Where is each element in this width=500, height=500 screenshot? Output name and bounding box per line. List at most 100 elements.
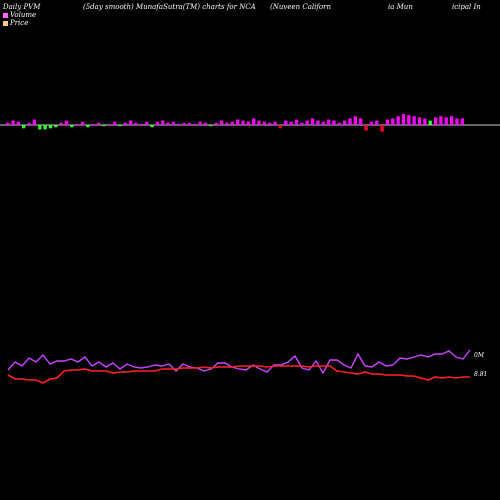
volume-bar — [75, 123, 79, 125]
volume-bar — [407, 115, 411, 125]
volume-bar — [91, 123, 95, 125]
volume-bar — [353, 116, 357, 125]
volume-bar — [43, 125, 47, 130]
volume-bar — [316, 120, 320, 125]
volume-bar — [54, 125, 58, 128]
volume-bar — [48, 125, 53, 129]
volume-bar — [150, 125, 154, 128]
volume-bar — [428, 120, 432, 125]
volume-bar — [385, 119, 390, 125]
volume-bar — [433, 117, 438, 125]
volume-bar — [129, 120, 133, 125]
volume-bar — [219, 120, 224, 125]
legend-price-label: Price — [10, 19, 29, 27]
header-middle: (5day smooth) MunafaSutra(TM) charts for… — [83, 3, 256, 11]
volume-bar — [455, 118, 459, 125]
volume-bar — [193, 123, 197, 125]
volume-bar — [246, 121, 251, 125]
volume-bar — [209, 125, 213, 127]
volume-bar — [278, 125, 283, 129]
volume-bar — [118, 125, 122, 127]
volume-bar — [375, 120, 379, 125]
volume-bar — [198, 121, 202, 125]
volume-bar — [203, 122, 208, 125]
volume-bar — [214, 122, 218, 125]
volume-bar — [273, 121, 277, 125]
legend-price: Price — [3, 19, 28, 27]
volume-bar — [145, 121, 149, 125]
right-label-price: 8.81 — [474, 371, 487, 378]
volume-bar — [396, 116, 400, 125]
volume-bar — [289, 121, 293, 125]
volume-bar — [225, 122, 229, 125]
volume-bar — [11, 120, 15, 125]
price-line — [7, 365, 470, 384]
volume-bar — [107, 123, 111, 125]
volume-bars — [6, 114, 464, 132]
volume-bar — [460, 118, 464, 125]
volume-bar — [284, 120, 288, 125]
volume-line — [7, 349, 471, 375]
header-right-3: icipal In — [452, 3, 481, 11]
volume-bar — [262, 121, 267, 125]
volume-bar — [64, 120, 69, 125]
volume-bar — [102, 125, 106, 127]
volume-bar — [359, 118, 363, 125]
volume-bar — [27, 122, 31, 125]
volume-bar — [96, 122, 101, 125]
header-left: Daily PVM — [3, 3, 41, 11]
volume-bar — [294, 119, 299, 125]
volume-bar — [412, 116, 416, 125]
volume-bar — [161, 120, 165, 125]
volume-bar — [70, 125, 74, 128]
volume-bar — [187, 122, 192, 125]
volume-bar — [369, 121, 374, 125]
volume-bar — [326, 119, 331, 125]
volume-bar — [268, 122, 272, 125]
volume-bar — [348, 118, 352, 125]
volume-bar — [236, 119, 240, 125]
volume-bar — [449, 116, 454, 125]
volume-bar — [342, 120, 347, 125]
volume-bar — [380, 125, 384, 132]
volume-bar — [177, 123, 181, 125]
volume-bar — [38, 125, 42, 130]
volume-bar — [112, 121, 117, 125]
volume-bar — [391, 118, 395, 125]
legend-volume: Volume — [3, 11, 36, 19]
header-right-2: ia Mun — [388, 3, 413, 11]
volume-bar — [59, 122, 63, 125]
volume-bar — [252, 118, 256, 125]
volume-bar — [305, 120, 309, 125]
right-label-volume: 0M — [474, 352, 485, 359]
volume-bar — [139, 123, 144, 125]
volume-bar — [6, 122, 10, 125]
volume-bar — [257, 120, 261, 125]
volume-bar — [364, 125, 368, 131]
volume-bar — [401, 114, 406, 125]
volume-bar — [80, 121, 85, 125]
volume-bar — [417, 117, 422, 125]
volume-bar — [423, 118, 427, 125]
legend-price-swatch — [3, 20, 8, 26]
volume-bar — [310, 118, 315, 125]
volume-bar — [32, 119, 37, 125]
volume-bar — [123, 122, 127, 125]
volume-bar — [241, 120, 245, 125]
volume-bar — [171, 121, 176, 125]
volume-bar — [134, 122, 138, 125]
volume-bar — [16, 121, 21, 125]
volume-bar — [166, 122, 170, 125]
volume-bar — [337, 122, 341, 125]
volume-bar — [230, 121, 234, 125]
header-right-1: (Nuveen Californ — [270, 3, 332, 11]
volume-bar — [182, 122, 186, 125]
legend-volume-label: Volume — [10, 11, 37, 19]
volume-bar — [155, 121, 160, 125]
volume-bar — [444, 117, 448, 125]
volume-bar — [300, 122, 304, 125]
volume-bar — [332, 120, 336, 125]
volume-bar — [22, 125, 26, 129]
volume-bar — [321, 121, 325, 125]
